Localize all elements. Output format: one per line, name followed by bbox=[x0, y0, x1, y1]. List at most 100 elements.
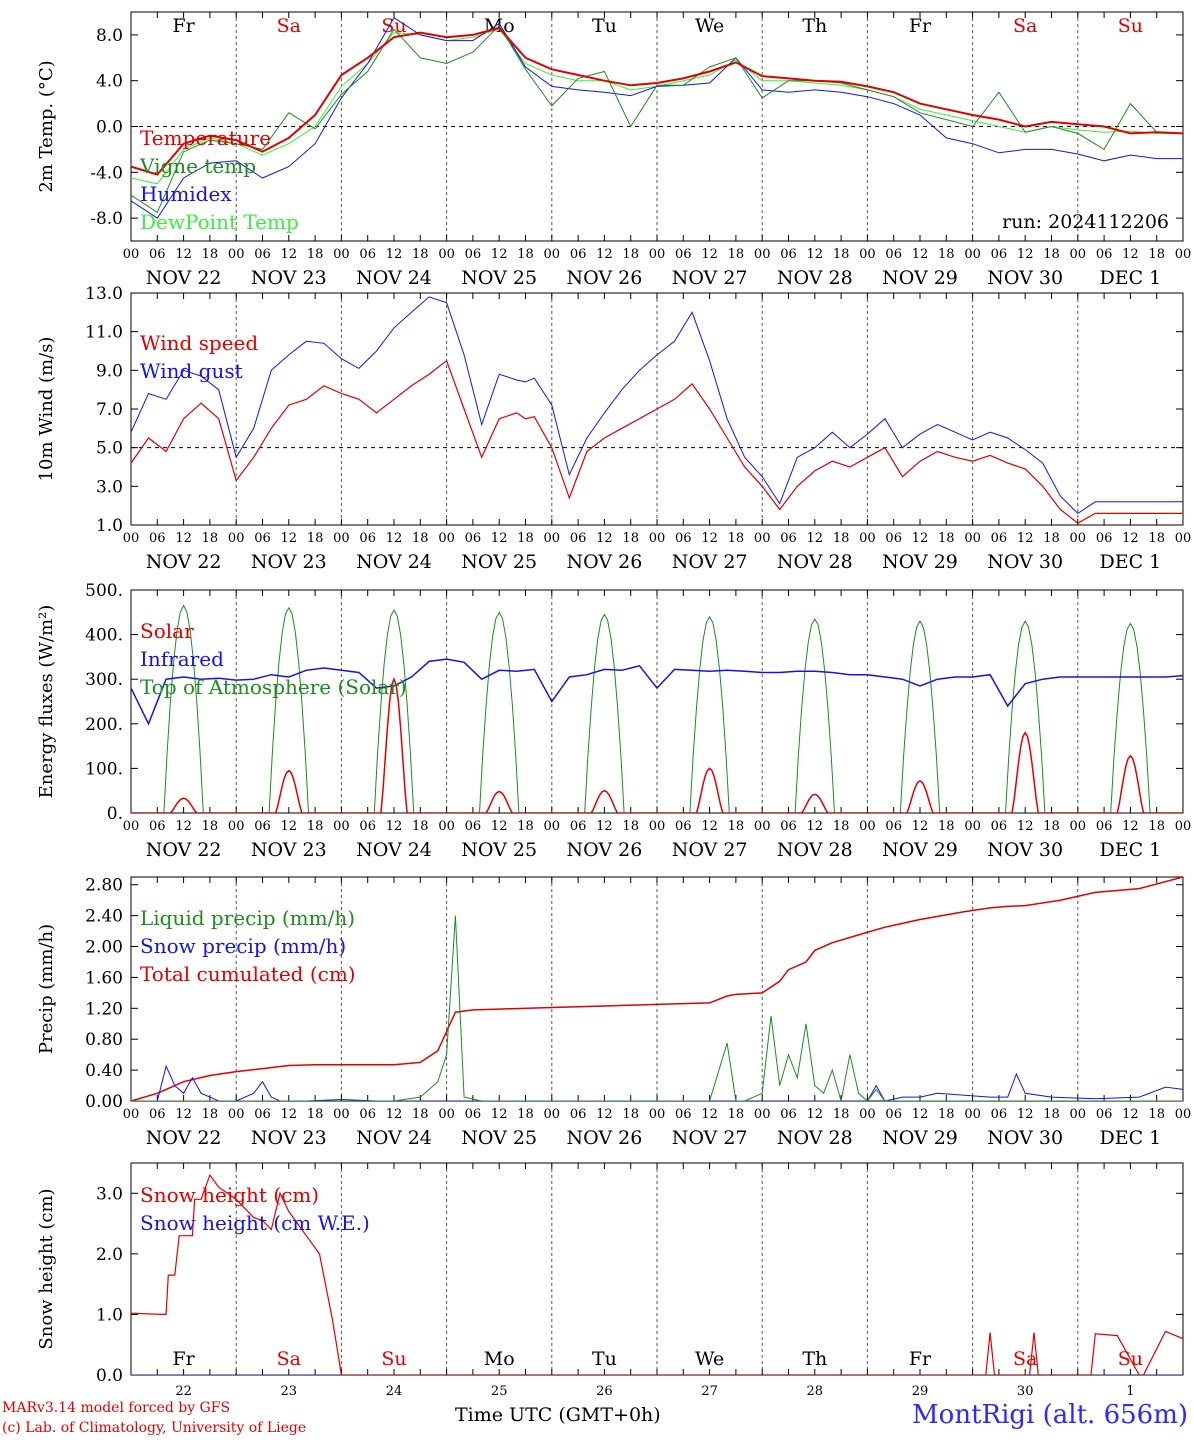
date-label: NOV 24 bbox=[356, 839, 432, 861]
legend-entry: Total cumulated (cm) bbox=[140, 962, 356, 986]
model-credit: MARv3.14 model forced by GFS bbox=[2, 1400, 231, 1416]
hour-label: 06 bbox=[991, 531, 1008, 546]
date-label: NOV 23 bbox=[251, 551, 327, 573]
hour-label: 06 bbox=[780, 531, 797, 546]
hour-label: 06 bbox=[675, 531, 692, 546]
hour-label: 06 bbox=[570, 247, 587, 262]
date-label: NOV 26 bbox=[566, 839, 642, 861]
y-tick-label: 400. bbox=[85, 626, 123, 646]
y-tick-label: 2.0 bbox=[96, 1245, 123, 1265]
date-label: NOV 23 bbox=[251, 1127, 327, 1149]
hour-label: 06 bbox=[675, 1107, 692, 1122]
hour-label: 18 bbox=[728, 247, 745, 262]
hour-label: 12 bbox=[281, 531, 298, 546]
y-axis-title: 10m Wind (m/s) bbox=[36, 337, 57, 482]
hour-label: 00 bbox=[964, 1107, 981, 1122]
hour-label: 12 bbox=[491, 247, 508, 262]
day-number: 22 bbox=[175, 1384, 192, 1399]
hour-label: 12 bbox=[1122, 247, 1139, 262]
hour-label: 12 bbox=[1017, 1107, 1034, 1122]
hour-label: 06 bbox=[465, 819, 482, 834]
day-number: 26 bbox=[596, 1384, 613, 1399]
hour-label: 12 bbox=[1017, 819, 1034, 834]
hour-label: 06 bbox=[570, 531, 587, 546]
hour-label: 12 bbox=[175, 247, 192, 262]
hour-label: 06 bbox=[149, 1107, 166, 1122]
hour-label: 18 bbox=[728, 819, 745, 834]
hour-label: 18 bbox=[728, 1107, 745, 1122]
y-tick-label: 0.80 bbox=[85, 1030, 123, 1050]
hour-label: 06 bbox=[570, 819, 587, 834]
hour-label: 00 bbox=[1070, 819, 1087, 834]
hour-label: 12 bbox=[386, 247, 403, 262]
date-label: NOV 28 bbox=[777, 1127, 853, 1149]
hour-label: 00 bbox=[123, 247, 140, 262]
hour-label: 12 bbox=[281, 819, 298, 834]
day-number: 1 bbox=[1126, 1384, 1134, 1399]
day-name: Tu bbox=[592, 15, 617, 37]
hour-label: 06 bbox=[780, 247, 797, 262]
series-line bbox=[131, 1173, 1183, 1375]
hour-label: 18 bbox=[412, 819, 429, 834]
series-line bbox=[131, 296, 1183, 515]
hour-label: 12 bbox=[175, 1107, 192, 1122]
legend-entry: Infrared bbox=[140, 647, 224, 671]
legend-entry: DewPoint Temp bbox=[140, 210, 299, 234]
hour-label: 12 bbox=[912, 1107, 929, 1122]
hour-label: 06 bbox=[465, 1107, 482, 1122]
day-number: 24 bbox=[386, 1384, 403, 1399]
y-axis-title: Precip (mm/h) bbox=[36, 924, 57, 1054]
day-name: Sa bbox=[1013, 1348, 1037, 1370]
hour-label: 12 bbox=[701, 1107, 718, 1122]
hour-label: 00 bbox=[1175, 819, 1192, 834]
date-label: NOV 23 bbox=[251, 267, 327, 289]
hour-label: 00 bbox=[123, 1107, 140, 1122]
panel-snow: 3.0 2.0 1.0 0.0 Snow height (cm) Fr Sa Su Mo Tu We… bbox=[36, 1162, 1184, 1399]
hour-label: 06 bbox=[675, 819, 692, 834]
hour-label: 12 bbox=[1122, 531, 1139, 546]
hour-label: 06 bbox=[885, 1107, 902, 1122]
y-tick-label: 1.20 bbox=[85, 999, 123, 1019]
hour-label: 06 bbox=[570, 1107, 587, 1122]
date-label: NOV 30 bbox=[987, 1127, 1063, 1149]
hour-label: 18 bbox=[833, 531, 850, 546]
series-line bbox=[131, 677, 1183, 813]
hour-label: 00 bbox=[859, 247, 876, 262]
y-tick-label: 8.0 bbox=[96, 26, 123, 46]
date-label: NOV 24 bbox=[356, 551, 432, 573]
hour-label: 12 bbox=[912, 531, 929, 546]
y-tick-label: -4.0 bbox=[90, 163, 123, 183]
hour-label: 00 bbox=[1070, 531, 1087, 546]
hour-label: 00 bbox=[1175, 531, 1192, 546]
hour-label: 18 bbox=[1043, 1107, 1060, 1122]
time-axis-label: Time UTC (GMT+0h) bbox=[455, 1404, 661, 1426]
hour-label: 06 bbox=[359, 247, 376, 262]
hour-label: 00 bbox=[438, 819, 455, 834]
hour-label: 00 bbox=[333, 1107, 350, 1122]
date-label: NOV 26 bbox=[566, 551, 642, 573]
day-name: Sa bbox=[1013, 15, 1037, 37]
hour-label: 00 bbox=[649, 247, 666, 262]
hour-label: 00 bbox=[123, 531, 140, 546]
panel-temp: 8.0 4.0 0.0 -4.0 -8.0 2m Temp. (°C) 00 06 12 18 00… bbox=[36, 11, 1192, 289]
hour-label: 06 bbox=[149, 819, 166, 834]
date-label: NOV 29 bbox=[882, 1127, 958, 1149]
hour-label: 00 bbox=[964, 531, 981, 546]
hour-label: 12 bbox=[1017, 531, 1034, 546]
date-label: NOV 27 bbox=[672, 551, 748, 573]
hour-label: 18 bbox=[412, 247, 429, 262]
legend-entry: Solar bbox=[140, 619, 194, 643]
date-label: NOV 22 bbox=[146, 1127, 222, 1149]
hour-label: 12 bbox=[1122, 819, 1139, 834]
hour-label: 12 bbox=[701, 819, 718, 834]
hour-label: 00 bbox=[1175, 247, 1192, 262]
date-label: NOV 30 bbox=[987, 267, 1063, 289]
hour-label: 06 bbox=[675, 247, 692, 262]
date-label: NOV 22 bbox=[146, 839, 222, 861]
date-label: NOV 25 bbox=[461, 1127, 537, 1149]
hour-label: 00 bbox=[544, 819, 561, 834]
hour-label: 00 bbox=[333, 531, 350, 546]
hour-label: 00 bbox=[754, 247, 771, 262]
day-name: Su bbox=[381, 1348, 406, 1370]
